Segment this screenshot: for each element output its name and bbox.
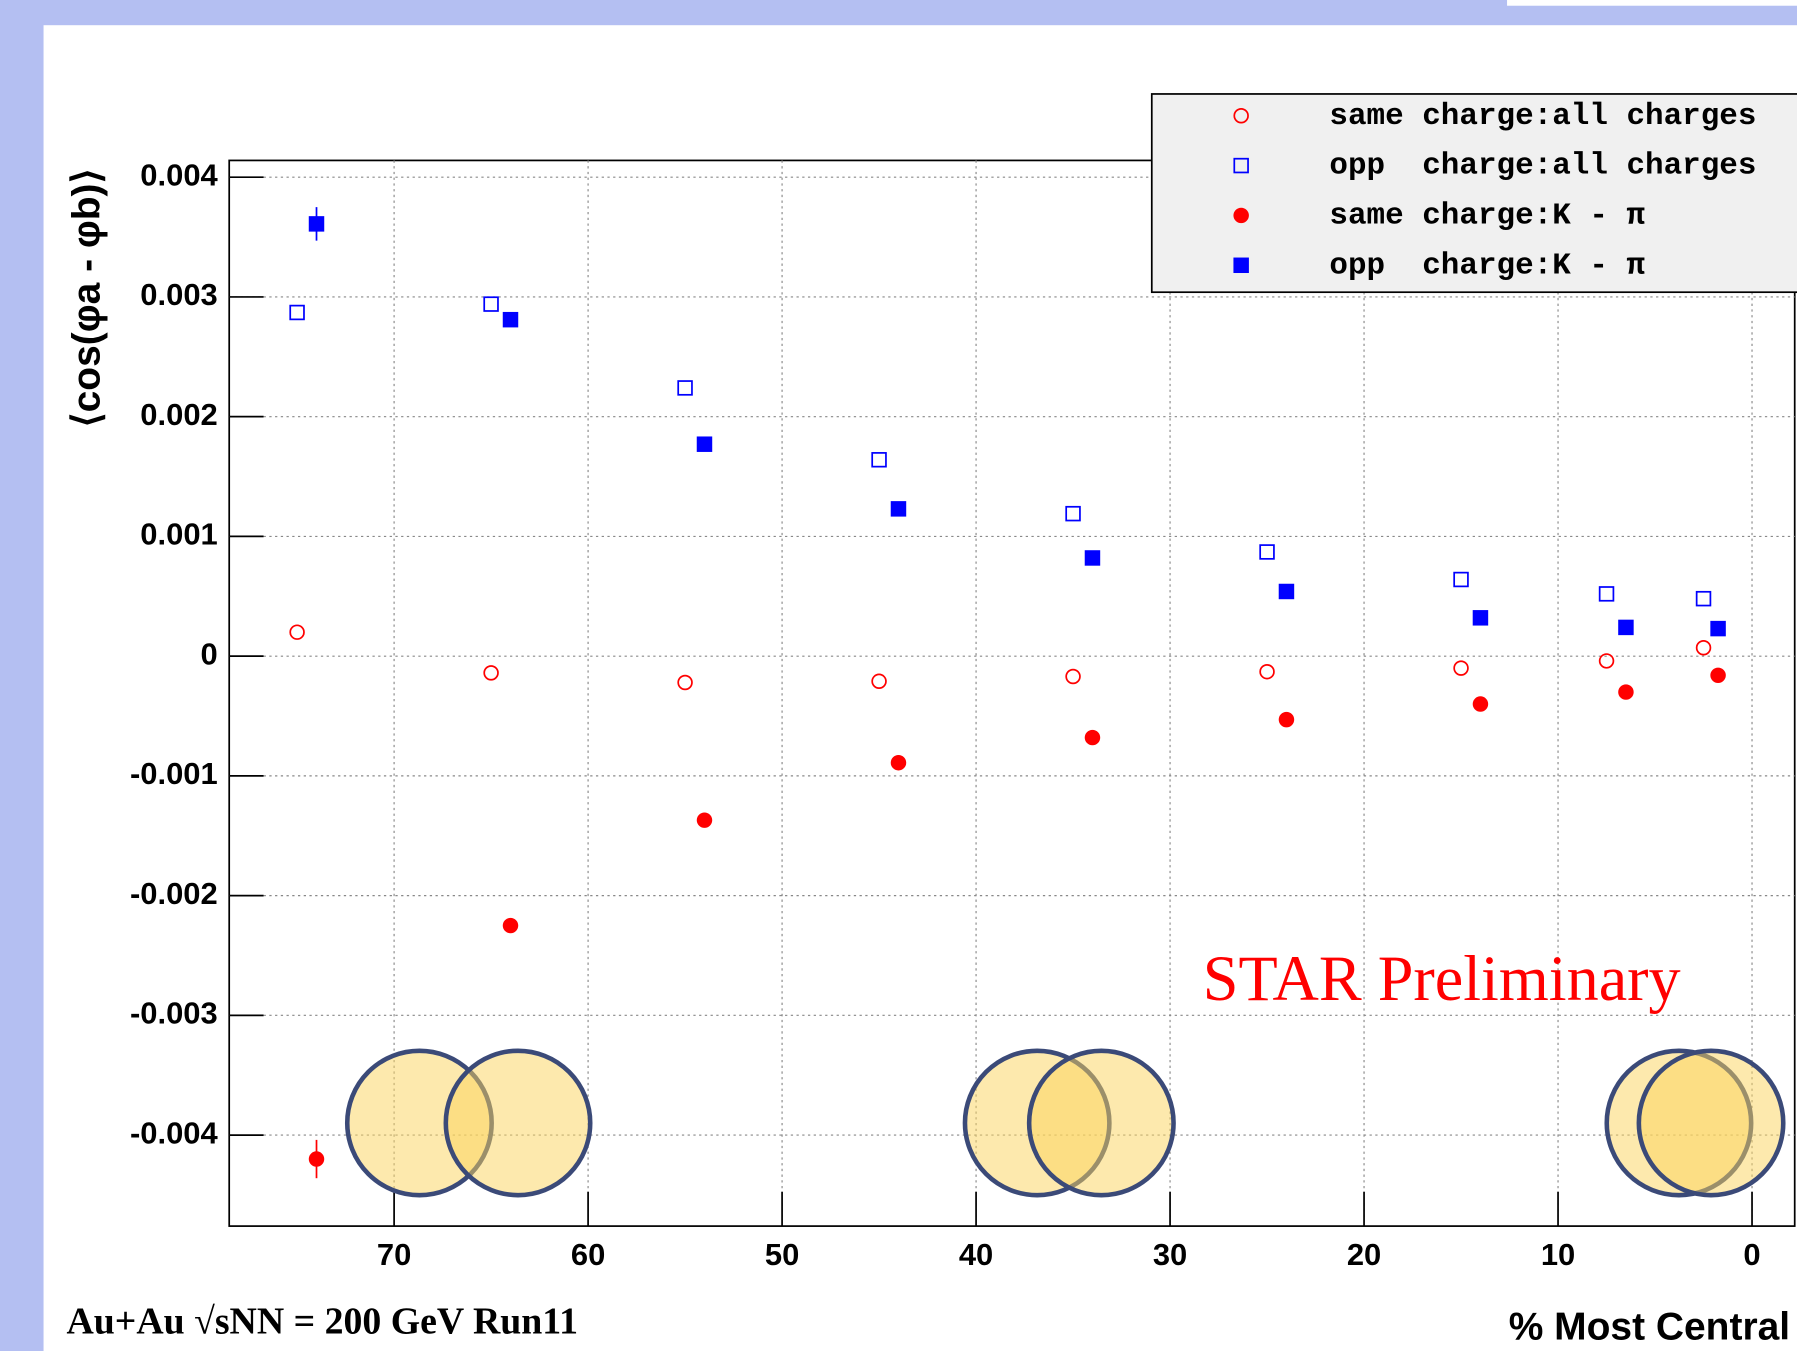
point	[1598, 653, 1615, 669]
footer: Au+Au √sNN = 200 GeV Run11	[66, 1300, 578, 1342]
y-tick-label: 0.001	[140, 517, 217, 552]
point	[696, 812, 713, 828]
legend: same charge:all charges opp charge:all ch…	[1150, 93, 1797, 294]
y-tick-label: 0.003	[140, 277, 217, 312]
x-tick-label: 30	[1153, 1237, 1187, 1272]
point	[1453, 660, 1469, 676]
point	[308, 216, 325, 232]
y-tick-label: 0.004	[140, 157, 218, 192]
legend-label: same charge:all charges	[1329, 99, 1756, 134]
legend-label: same charge:K - π	[1329, 199, 1645, 234]
x-tick-label: 70	[377, 1237, 411, 1272]
point	[696, 436, 713, 452]
legend-marker	[1233, 257, 1249, 274]
x-tick-label: 0	[1743, 1237, 1760, 1272]
nucleus	[1636, 1048, 1786, 1198]
point	[1259, 544, 1275, 560]
overlap-illustrations	[344, 1048, 1786, 1198]
x-tick-label: 10	[1541, 1237, 1575, 1272]
point	[871, 673, 887, 690]
point	[1598, 586, 1615, 602]
y-tick-label: -0.002	[130, 876, 218, 911]
point	[1618, 684, 1634, 700]
point	[1084, 729, 1101, 746]
y-tick-label: -0.001	[130, 756, 218, 791]
legend-label: opp charge:K - π	[1329, 248, 1645, 283]
point	[483, 665, 499, 681]
point	[677, 380, 693, 396]
slide-tab	[1507, 0, 1797, 6]
plot: 0.004 0.003 0.002 0.001 0 -0.001 -0.002 -0.003 -…	[130, 157, 1796, 1272]
point	[1472, 610, 1489, 626]
point	[483, 296, 499, 312]
point	[1278, 711, 1295, 728]
point	[1259, 663, 1275, 680]
point	[1695, 640, 1712, 656]
nucleus	[1026, 1048, 1176, 1198]
legend-label: opp charge:all charges	[1329, 149, 1756, 184]
point	[890, 501, 907, 517]
y-tick-label: -0.004	[130, 1115, 219, 1150]
x-tick-label: 50	[765, 1237, 799, 1272]
y-tick-label: 0.002	[140, 397, 217, 432]
point	[308, 1151, 325, 1167]
x-axis-label: % Most Central	[1509, 1306, 1790, 1349]
point	[289, 624, 305, 640]
point	[1453, 571, 1469, 588]
y-tick-label: -0.003	[130, 996, 218, 1031]
legend-box	[1150, 93, 1797, 294]
x-tick-label: 60	[571, 1237, 605, 1272]
nucleus	[443, 1048, 593, 1198]
legend-marker	[1233, 207, 1249, 224]
point	[1065, 668, 1081, 685]
legend-marker	[1233, 157, 1249, 174]
point	[1695, 590, 1712, 607]
y-tick-label: 0	[201, 636, 218, 671]
point	[1472, 696, 1489, 712]
point	[1618, 619, 1634, 636]
x-tick-label: 20	[1347, 1237, 1381, 1272]
point	[1710, 667, 1726, 684]
x-tick-label: 40	[959, 1237, 993, 1272]
point	[289, 304, 305, 321]
point	[502, 311, 519, 328]
point	[1065, 505, 1081, 522]
point	[1710, 620, 1726, 637]
plot-frame	[228, 159, 1796, 1227]
point	[871, 452, 887, 468]
y-axis-label: ⟨cos(φa - φb)⟩	[66, 168, 109, 427]
legend-marker	[1233, 107, 1249, 124]
point	[1278, 583, 1295, 600]
point	[1084, 550, 1101, 566]
point	[890, 754, 907, 771]
annotation: STAR Preliminary	[1203, 943, 1681, 1014]
point	[677, 674, 693, 691]
point	[502, 917, 519, 934]
